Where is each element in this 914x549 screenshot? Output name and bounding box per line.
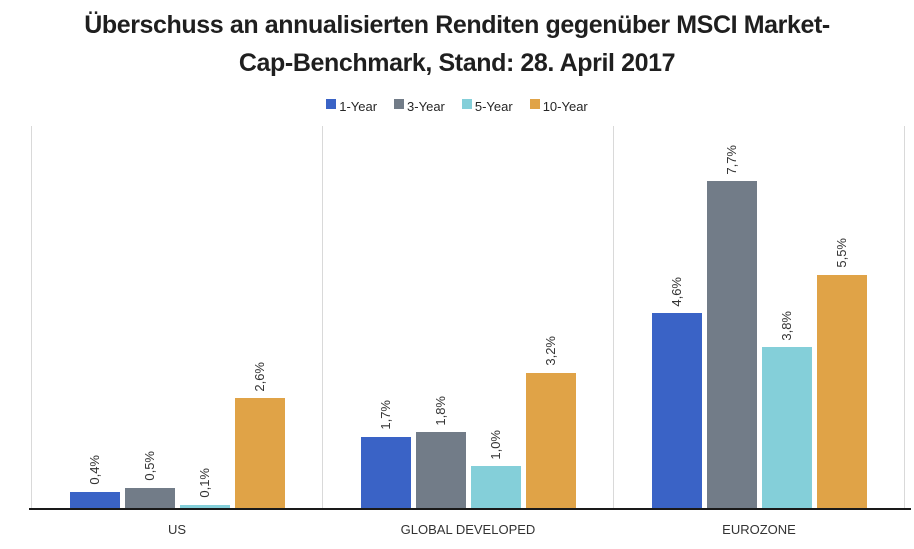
category-axis-label: GLOBAL DEVELOPED [400, 522, 536, 537]
chart-plot-area: 0,4% 0,5% 0,1% 2,6% US 1,7% 1,8% 1,0% 3,2% GLOBAL… [31, 126, 905, 537]
legend-swatch-icon [529, 98, 540, 109]
legend-label: 3-Year [407, 99, 445, 114]
bar-5-year-global-developed [470, 466, 521, 509]
page-title-line-2: Cap-Benchmark, Stand: 28. April 2017 [238, 49, 676, 77]
bar-cell: 2,6% [234, 126, 285, 509]
bar-5-year-eurozone [761, 347, 812, 509]
category-panel-us: 0,4% 0,5% 0,1% 2,6% US [31, 126, 322, 537]
bar-value-label: 4,6% [669, 276, 684, 307]
x-axis-line [29, 508, 911, 510]
bar-value-label: 0,5% [142, 451, 157, 481]
bar-1-year-us [69, 492, 120, 509]
legend-swatch-icon [326, 98, 337, 109]
category-axis-label: EUROZONE [722, 522, 796, 537]
legend-label: 1-Year [339, 99, 378, 114]
bar-value-label: 3,2% [543, 336, 558, 366]
bar-cell: 0,5% [124, 126, 175, 509]
bar-3-year-us [124, 487, 175, 509]
bar-cell: 1,8% [415, 126, 466, 509]
legend-label: 5-Year [474, 99, 513, 114]
bar-cell: 7,7% [706, 126, 757, 509]
bar-cell: 5,5% [816, 126, 867, 509]
bar-5-year-us [179, 504, 230, 509]
legend-item-5-year: 5-Year [461, 98, 513, 114]
legend-label: 10-Year [542, 99, 588, 114]
bar-cell: 0,4% [69, 126, 120, 509]
bar-10-year-us [234, 398, 285, 509]
category-axis-label: US [167, 522, 187, 537]
legend-swatch-icon [461, 98, 472, 109]
bar-value-label: 2,6% [252, 361, 267, 392]
bar-value-label: 1,7% [378, 400, 393, 430]
bar-group: 0,4% 0,5% 0,1% 2,6% [32, 126, 322, 509]
bar-3-year-eurozone [706, 181, 757, 509]
chart-legend: 1-Year 3-Year 5-Year 10-Year [0, 98, 914, 114]
page-title: Überschuss an annualisierten Renditen ge… [0, 6, 914, 82]
bar-cell: 3,8% [761, 126, 812, 509]
legend-swatch-icon [394, 98, 405, 109]
legend-item-10-year: 10-Year [529, 98, 588, 114]
bar-cell: 3,2% [525, 126, 576, 509]
bar-cell: 1,7% [360, 126, 411, 509]
bar-value-label: 3,8% [779, 310, 794, 341]
bar-value-label: 7,7% [724, 144, 739, 175]
bar-value-label: 0,4% [87, 455, 102, 485]
bar-10-year-global-developed [525, 372, 576, 509]
bar-3-year-global-developed [415, 432, 466, 509]
bar-cell: 0,1% [179, 126, 230, 509]
bar-group: 1,7% 1,8% 1,0% 3,2% [323, 126, 613, 509]
bar-group: 4,6% 7,7% 3,8% 5,5% [614, 126, 904, 509]
bar-1-year-eurozone [651, 313, 702, 509]
bar-value-label: 0,1% [197, 468, 212, 498]
bar-value-label: 1,8% [433, 395, 448, 426]
bar-cell: 1,0% [470, 126, 521, 509]
bar-1-year-global-developed [360, 436, 411, 509]
bar-value-label: 5,5% [834, 238, 849, 268]
category-panel-eurozone: 4,6% 7,7% 3,8% 5,5% EUROZONE [613, 126, 905, 537]
bar-value-label: 1,0% [488, 429, 503, 460]
page-title-line-1: Überschuss an annualisierten Renditen ge… [84, 11, 830, 39]
bar-10-year-eurozone [816, 274, 867, 509]
legend-item-3-year: 3-Year [394, 98, 445, 114]
legend-item-1-year: 1-Year [326, 98, 378, 114]
category-panel-global-developed: 1,7% 1,8% 1,0% 3,2% GLOBAL DEVELOPED [322, 126, 613, 537]
bar-cell: 4,6% [651, 126, 702, 509]
